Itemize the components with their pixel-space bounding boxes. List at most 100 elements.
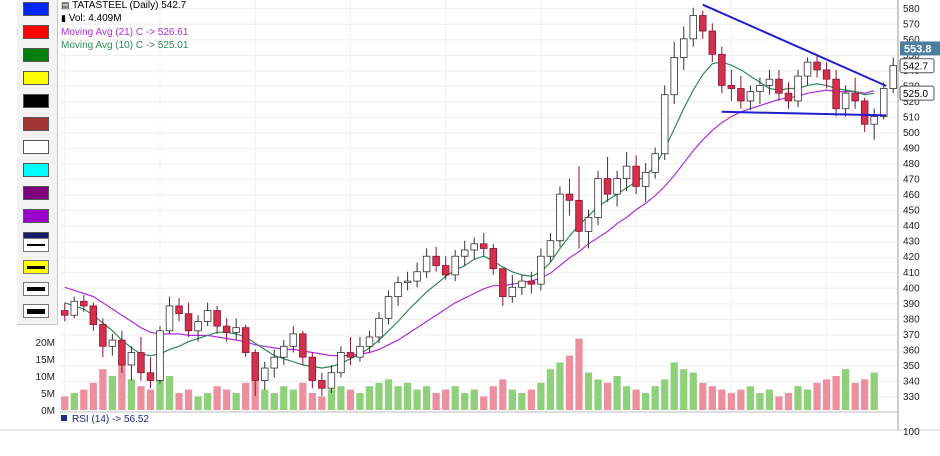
- volume-bar: [384, 379, 393, 410]
- candle-body: [680, 38, 688, 58]
- candle-body: [70, 300, 79, 316]
- volume-tick-label: 15M: [36, 355, 55, 366]
- price-tick-label: 480: [903, 159, 920, 170]
- candle: [403, 271, 412, 291]
- candle: [470, 237, 478, 260]
- candle: [870, 108, 878, 140]
- color-swatch[interactable]: [23, 94, 49, 108]
- volume-bar: [870, 372, 878, 410]
- color-swatch[interactable]: [23, 186, 49, 200]
- candle-body: [584, 217, 593, 232]
- volume-tick-label: 5M: [41, 389, 55, 400]
- candle: [175, 298, 183, 322]
- candle-body: [689, 15, 697, 40]
- volume-bar: [365, 386, 374, 410]
- line-weight-option[interactable]: [23, 304, 49, 318]
- candle: [699, 10, 707, 39]
- candle-body: [641, 171, 650, 187]
- volume-bar: [280, 386, 288, 410]
- candle-body: [556, 193, 564, 242]
- candle-body: [756, 85, 764, 93]
- ma10-line: [64, 61, 875, 369]
- color-swatch[interactable]: [23, 25, 49, 39]
- candle: [527, 271, 536, 294]
- candle: [622, 152, 631, 192]
- price-badge-text: 525.0: [903, 89, 928, 100]
- color-swatch[interactable]: [23, 209, 49, 223]
- volume-bar: [318, 396, 326, 410]
- color-swatch[interactable]: [23, 2, 49, 16]
- price-badge-text: 542.7: [903, 62, 928, 73]
- candle: [280, 340, 288, 365]
- candle-body: [594, 178, 602, 218]
- line-weight-option[interactable]: [23, 282, 49, 296]
- volume-bar: [803, 389, 812, 410]
- ma21-legend: Moving Avg (21) C -> 526.61: [61, 27, 189, 38]
- color-swatch[interactable]: [23, 140, 49, 154]
- candle: [299, 330, 307, 365]
- volume-bar: [118, 362, 126, 410]
- volume-bar: [337, 386, 345, 410]
- volume-bar: [565, 355, 574, 410]
- candle: [80, 295, 88, 313]
- candle-body: [803, 61, 812, 77]
- candle: [146, 357, 155, 389]
- candle-body: [308, 356, 317, 381]
- price-tick-label: 460: [903, 190, 920, 201]
- candle-body: [480, 243, 488, 249]
- candle-body: [832, 78, 840, 110]
- candle: [165, 296, 174, 334]
- candle: [851, 77, 859, 109]
- candle-body: [203, 310, 212, 322]
- line-weight-sample: [27, 308, 45, 314]
- price-tick-label: 360: [903, 345, 920, 356]
- price-tick-label: 430: [903, 237, 920, 248]
- color-swatch[interactable]: [23, 163, 49, 177]
- candle: [99, 318, 107, 358]
- price-tick-label: 330: [903, 392, 920, 403]
- color-swatch[interactable]: [23, 117, 49, 131]
- candle-body: [737, 88, 745, 102]
- volume-bar: [432, 393, 440, 410]
- color-swatch[interactable]: [23, 71, 49, 85]
- support-line: [721, 110, 887, 117]
- candle-body: [603, 178, 612, 195]
- candle: [632, 155, 640, 195]
- candle: [375, 312, 383, 344]
- volume-bar: [575, 338, 583, 410]
- volume-bar: [137, 386, 145, 410]
- candle: [584, 209, 593, 249]
- volume-bar: [718, 389, 726, 410]
- candle-body: [889, 65, 897, 89]
- candle-body: [280, 345, 288, 358]
- volume-bar: [442, 389, 450, 410]
- candle: [346, 336, 355, 365]
- candle-body: [99, 324, 107, 347]
- volume-bar: [346, 389, 355, 410]
- volume-tick-label: 20M: [36, 338, 55, 349]
- color-swatch[interactable]: [23, 48, 49, 62]
- candle-body: [575, 199, 583, 232]
- candle-body: [241, 327, 250, 353]
- candle-body: [403, 280, 412, 284]
- line-weight-option[interactable]: [23, 260, 49, 274]
- candle-body: [860, 100, 869, 125]
- volume-bar: [699, 382, 707, 410]
- candle: [308, 352, 317, 389]
- candle-body: [422, 255, 431, 273]
- volume-bar: [813, 382, 821, 410]
- line-weight-option[interactable]: [23, 238, 49, 252]
- candle: [61, 302, 69, 322]
- candle-body: [413, 271, 421, 282]
- trendline-layer: [702, 3, 887, 117]
- candle: [889, 57, 897, 94]
- candle-body: [508, 286, 517, 298]
- candle-body: [61, 310, 69, 316]
- candle-body: [746, 91, 755, 102]
- rsi-legend: RSI (14) -> 56.52: [61, 414, 149, 425]
- candle: [251, 349, 259, 396]
- candle: [879, 82, 888, 120]
- candle: [108, 333, 117, 356]
- candle: [70, 296, 79, 319]
- volume-bar: [670, 362, 678, 410]
